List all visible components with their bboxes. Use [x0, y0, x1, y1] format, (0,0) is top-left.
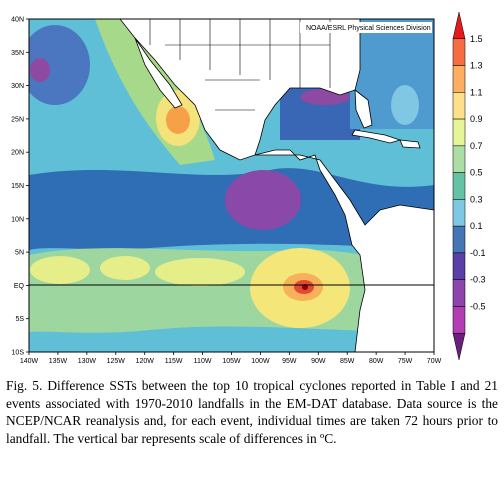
- colorbar-tick-label: 0.1: [470, 221, 483, 231]
- lat-tick-label: 10N: [11, 216, 24, 223]
- credit-text: NOAA/ESRL Physical Sciences Division: [306, 25, 431, 32]
- colorbar-tick-label: -0.3: [470, 275, 486, 285]
- lon-tick-label: 90W: [311, 358, 326, 365]
- colorbar-tick-label: 1.1: [470, 87, 483, 97]
- colorbar-segment: [452, 172, 466, 200]
- lon-tick-label: 70W: [427, 358, 442, 365]
- sst-difference-map-figure: NOAA/ESRL Physical Sciences Division 140…: [11, 11, 486, 365]
- figure-caption: Fig. 5. Difference SSTs between the top …: [6, 378, 498, 446]
- lon-tick-label: 110W: [194, 358, 212, 365]
- colorbar-segment: [452, 38, 466, 66]
- colorbar-segment: [452, 306, 466, 334]
- colorbar-segment: [452, 65, 466, 93]
- colorbar-segment: [452, 225, 466, 254]
- colorbar-tick-label: 0.7: [470, 141, 483, 151]
- colorbar-segment: [452, 11, 466, 40]
- lon-tick-label: 95W: [282, 358, 297, 365]
- lat-tick-label: 25N: [11, 116, 24, 123]
- lon-tick-label: 120W: [136, 358, 155, 365]
- colorbar-segment: [452, 252, 466, 280]
- lon-tick-label: 100W: [251, 358, 270, 365]
- map-canvas: NOAA/ESRL Physical Sciences Division 140…: [11, 11, 486, 365]
- colorbar: 1.5 1.3 1.1 0.9 0.7 0.5 0.3 0.1 -0.1 -0.3 -0.5: [452, 11, 486, 361]
- lat-tick-label: 40N: [11, 17, 24, 24]
- lat-tick-label: 5S: [15, 316, 24, 323]
- lat-tick-label: 30N: [11, 83, 24, 90]
- lon-tick-label: 75W: [398, 358, 413, 365]
- colorbar-tick-label: 1.5: [470, 34, 483, 44]
- lon-tick-label: 85W: [340, 358, 355, 365]
- lon-tick-label: 130W: [78, 358, 97, 365]
- longitude-ticks: 140W 135W 130W 125W 120W 115W 110W 105W 100W 95W 9…: [20, 352, 442, 365]
- latitude-ticks: 40N 35N 30N 25N 20N 15N 10N 5N EQ 5S 10S: [11, 17, 29, 357]
- lon-tick-label: 105W: [222, 358, 241, 365]
- lat-tick-label: 20N: [11, 150, 24, 157]
- lat-tick-label: 10S: [12, 350, 25, 357]
- colorbar-segment: [452, 118, 466, 147]
- lon-tick-label: 125W: [107, 358, 126, 365]
- lat-tick-label: 15N: [11, 183, 24, 190]
- lon-tick-label: 135W: [49, 358, 68, 365]
- colorbar-tick-label: 1.3: [470, 61, 483, 71]
- lat-tick-label: 5N: [15, 250, 24, 257]
- colorbar-tick-label: 0.3: [470, 194, 483, 204]
- colorbar-tick-label: -0.1: [470, 248, 486, 258]
- colorbar-segment: [452, 199, 466, 227]
- credit-box: [300, 22, 432, 33]
- colorbar-tick-label: -0.5: [470, 301, 486, 311]
- colorbar-segment: [452, 92, 466, 120]
- lon-tick-label: 140W: [20, 358, 39, 365]
- colorbar-tick-label: 0.9: [470, 114, 483, 124]
- lon-tick-label: 80W: [369, 358, 384, 365]
- lat-tick-label: 35N: [11, 50, 24, 57]
- lat-tick-label: EQ: [14, 283, 25, 290]
- lon-tick-label: 115W: [165, 358, 183, 365]
- colorbar-segment: [452, 279, 466, 307]
- colorbar-segment: [452, 332, 466, 361]
- colorbar-segment: [452, 145, 466, 173]
- colorbar-tick-label: 0.5: [470, 168, 483, 178]
